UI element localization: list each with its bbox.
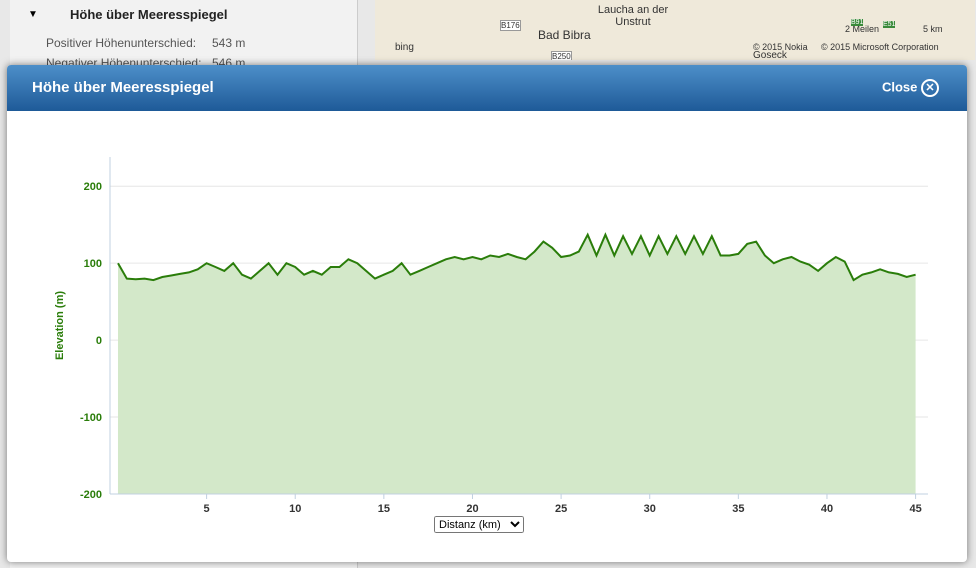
modal-title: Höhe über Meeresspiegel: [32, 79, 214, 96]
x-tick-label: 40: [821, 503, 833, 515]
road: B250: [551, 51, 572, 60]
modal-header: Höhe über Meeresspiegel Close ✕: [7, 65, 967, 111]
x-tick-label: 30: [644, 503, 656, 515]
y-tick-label: -200: [80, 489, 102, 501]
close-text[interactable]: Close: [881, 79, 918, 95]
x-tick-label: 35: [732, 503, 744, 515]
x-tick-label: 10: [289, 503, 301, 515]
area: [117, 234, 916, 494]
y-tick-label: -100: [80, 412, 102, 424]
x-tick-label: 20: [466, 503, 478, 515]
sidebar-title: Höhe über Meeresspiegel: [70, 7, 228, 22]
row-label: Positiver Höhenunterschied:: [46, 36, 197, 50]
chart: -200 -100 0 100 200 5 10 15 20 25 30 35 40 45 Elevatio…: [54, 157, 928, 515]
map-label: Goseck: [753, 50, 787, 60]
close-icon[interactable]: ✕: [921, 79, 939, 97]
y-tick-label: 200: [84, 181, 102, 193]
map-logo: bing: [395, 42, 414, 53]
x-axis-select[interactable]: Distanz (km): [434, 516, 524, 533]
x-tick-label: 45: [909, 503, 921, 515]
map-label: Laucha an der Unstrut: [597, 4, 669, 28]
scale: 2 Meilen: [845, 24, 880, 34]
close-button[interactable]: Close ✕: [882, 79, 939, 97]
expand-arrow[interactable]: ▼: [28, 9, 38, 20]
road: B91: [851, 19, 864, 26]
map[interactable]: Laucha an der Unstrut Bad Bibra B176 B25…: [375, 0, 975, 60]
y-tick-label: 100: [84, 258, 102, 270]
x-tick-label: 15: [378, 503, 390, 515]
row-value: 543 m: [212, 36, 246, 50]
map-label: Bad Bibra: [538, 28, 591, 42]
road: E51: [883, 21, 896, 28]
x-tick-label: 5: [204, 503, 210, 515]
modal: Höhe über Meeresspiegel Close ✕ -200 -100…: [7, 65, 967, 562]
y-axis-label: Elevation (m): [54, 291, 66, 360]
map-copyright: © 2015 Microsoft Corporation: [821, 42, 939, 52]
scale: 5 km: [923, 24, 943, 34]
x-tick-label: 25: [555, 503, 567, 515]
y-tick-label: 0: [96, 335, 102, 347]
map-copyright: © 2015 Nokia: [753, 42, 808, 52]
road: B176: [500, 20, 521, 31]
line: [117, 232, 916, 282]
